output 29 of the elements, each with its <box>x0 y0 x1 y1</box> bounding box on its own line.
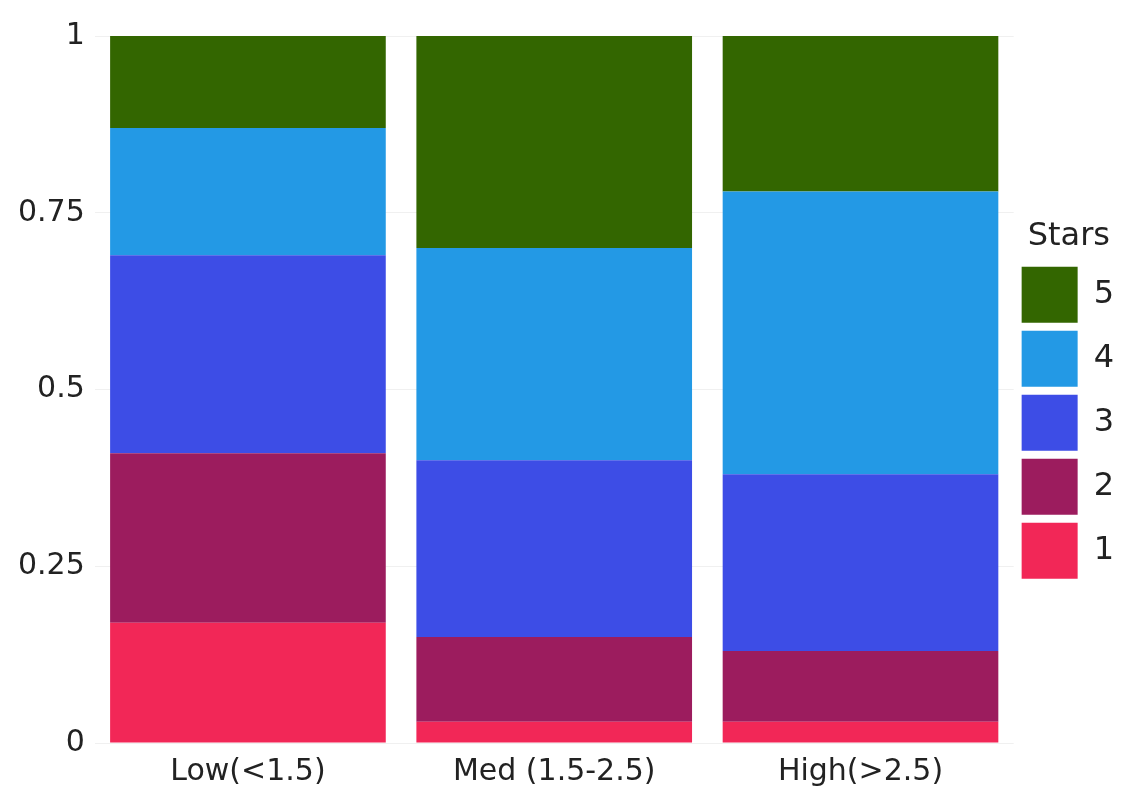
x-tick-label: Med (1.5-2.5) <box>452 751 656 787</box>
bar <box>722 651 999 722</box>
legend-label: 1 <box>1093 529 1114 568</box>
bar <box>722 36 999 192</box>
bar <box>110 453 386 623</box>
bar <box>110 255 386 454</box>
legend-title: Stars <box>1027 214 1110 253</box>
y-tick-label: 1 <box>65 15 85 51</box>
bar <box>416 460 693 637</box>
y-tick-label: 0.5 <box>37 369 85 405</box>
legend-label: 5 <box>1093 273 1114 312</box>
bar <box>110 127 386 256</box>
bar <box>416 636 693 722</box>
bar <box>722 474 999 652</box>
bar <box>110 36 386 128</box>
x-tick-label: High(>2.5) <box>777 751 944 787</box>
bar <box>722 721 999 743</box>
bar <box>722 191 999 475</box>
y-tick-label: 0 <box>65 722 85 758</box>
y-tick-label: 0.75 <box>18 192 85 228</box>
legend-label: 3 <box>1093 401 1114 440</box>
y-tick-label: 0.25 <box>18 546 85 582</box>
bar <box>416 721 693 743</box>
legend-label: 2 <box>1093 465 1114 504</box>
x-tick-label: Low(<1.5) <box>170 751 326 787</box>
legend-label: 4 <box>1093 337 1114 376</box>
bar <box>110 622 386 743</box>
bar <box>416 36 693 249</box>
bar <box>416 248 693 461</box>
